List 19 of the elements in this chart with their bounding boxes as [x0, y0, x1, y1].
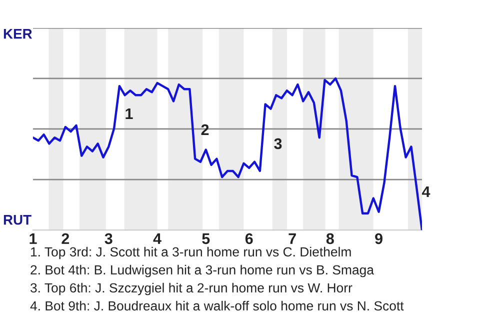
x-tick-label: 8 — [326, 233, 334, 244]
text: 3. Top 6th: J. Szczygiel hit a 2-run home run vs W. Horr — [30, 282, 352, 296]
x-tick-label: 4 — [153, 233, 162, 244]
annotation: 3 — [274, 138, 282, 150]
x-tick-label: 6 — [245, 233, 253, 244]
text: RUT — [4, 215, 32, 225]
annotation: 1 — [126, 108, 133, 119]
x-tick-label: 1 — [30, 233, 37, 244]
x-tick-label: 3 — [104, 233, 112, 244]
text: 2. Bot 4th: B. Ludwigsen hit a 3-run home run vs B. Smaga — [30, 264, 374, 278]
text: 1. Top 3rd: J. Scott hit a 3-run home run vs C. Diethelm — [31, 246, 351, 260]
x-tick-label: 7 — [288, 233, 296, 244]
text: 4. Bot 9th: J. Boudreaux hit a walk-off solo home run vs N. Scott — [30, 300, 404, 311]
annotation: 4 — [422, 186, 430, 197]
x-tick-label: 5 — [202, 233, 210, 244]
x-tick-label: 9 — [375, 233, 382, 244]
text: KER — [4, 29, 32, 39]
annotation: 2 — [201, 124, 209, 135]
x-tick-label: 2 — [62, 233, 70, 244]
